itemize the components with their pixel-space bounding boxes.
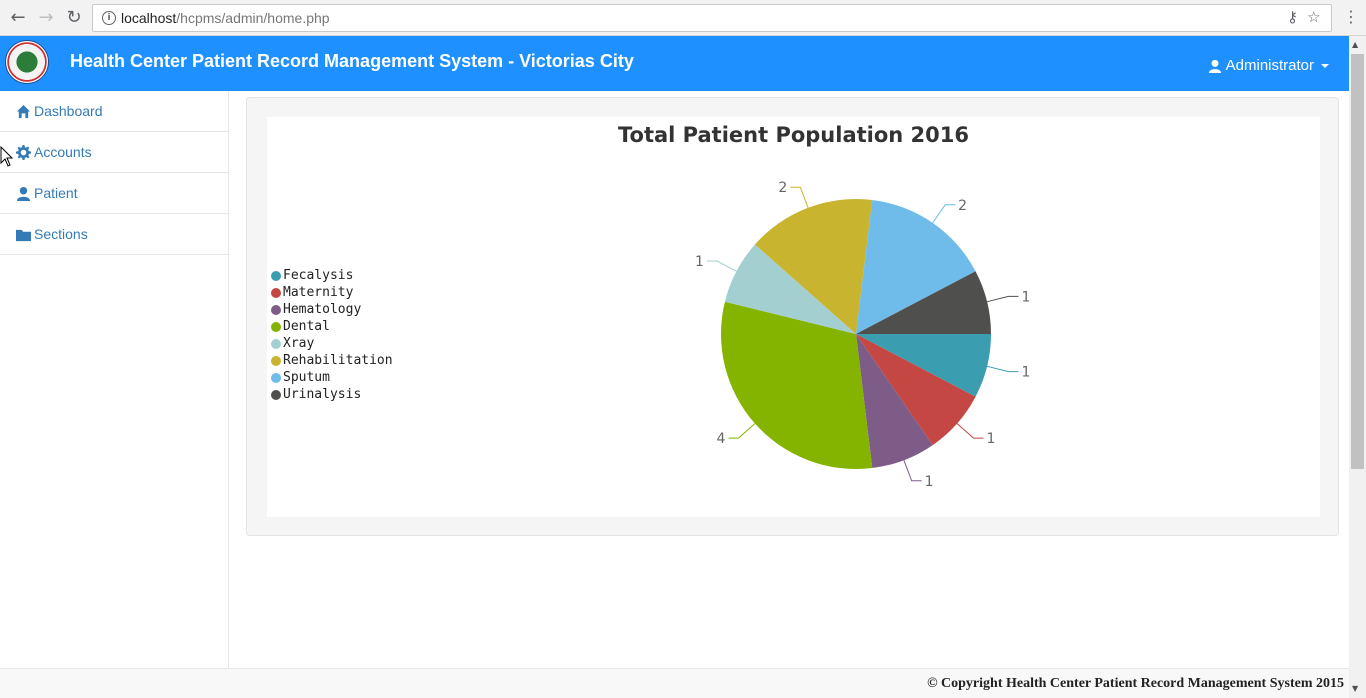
- user-menu-dropdown[interactable]: Administrator: [1208, 57, 1329, 74]
- user-icon: [16, 186, 31, 201]
- sidebar-item-label: Patient: [34, 185, 78, 201]
- caret-down-icon: [1321, 63, 1329, 68]
- legend-swatch: [271, 270, 281, 281]
- legend-swatch: [271, 304, 281, 315]
- pie-slice[interactable]: [856, 334, 933, 469]
- data-label-connector: [932, 204, 956, 224]
- legend-swatch: [271, 338, 281, 349]
- data-label: 2: [958, 198, 967, 214]
- pie-slice[interactable]: [721, 301, 873, 469]
- pie-slice[interactable]: [724, 244, 856, 334]
- legend-label: Urinalysis: [283, 387, 362, 402]
- legend-item[interactable]: Xray: [271, 335, 393, 352]
- pie-slice[interactable]: [856, 334, 976, 446]
- legend-label: Maternity: [283, 285, 354, 300]
- legend-item[interactable]: Urinalysis: [271, 386, 393, 403]
- legend-label: Xray: [283, 336, 315, 351]
- scroll-up-icon[interactable]: ▲: [1352, 40, 1359, 49]
- legend-label: Fecalysis: [283, 268, 354, 283]
- data-label: 1: [1021, 365, 1030, 381]
- pie-slice[interactable]: [754, 199, 873, 334]
- footer: © Copyright Health Center Patient Record…: [0, 668, 1349, 698]
- legend-label: Hematology: [283, 302, 362, 317]
- chart-title: Total Patient Population 2016: [617, 123, 969, 147]
- pie-slice[interactable]: [856, 271, 991, 334]
- folder-icon: [16, 229, 31, 241]
- legend-label: Rehabilitation: [283, 353, 393, 368]
- pie-slice[interactable]: [856, 199, 976, 334]
- legend-item[interactable]: Sputum: [271, 369, 393, 386]
- back-icon[interactable]: ←: [10, 7, 26, 28]
- sidebar-item-dashboard[interactable]: Dashboard: [0, 91, 228, 132]
- star-icon[interactable]: ☆: [1307, 8, 1321, 26]
- forward-icon[interactable]: →: [38, 7, 54, 28]
- app-header: Health Center Patient Record Management …: [0, 36, 1349, 91]
- data-label-connector: [790, 186, 809, 208]
- legend-swatch: [271, 372, 281, 383]
- legend-swatch: [271, 287, 281, 298]
- sidebar-item-accounts[interactable]: Accounts: [0, 132, 228, 173]
- dashboard-panel: Total Patient Population 2016 Fecalysis M…: [246, 97, 1339, 536]
- scroll-down-icon[interactable]: ▼: [1352, 684, 1359, 693]
- gear-icon: [16, 144, 31, 160]
- data-label-connector: [986, 295, 1019, 303]
- footer-copyright: © Copyright Health Center Patient Record…: [927, 676, 1344, 691]
- data-label: 4: [717, 431, 726, 447]
- menu-icon[interactable]: ⋮: [1343, 7, 1359, 26]
- scrollbar-thumb[interactable]: [1351, 54, 1364, 469]
- data-label: 1: [925, 474, 934, 490]
- data-label-connector: [986, 365, 1019, 373]
- info-icon[interactable]: i: [102, 11, 116, 25]
- sidebar-item-label: Dashboard: [34, 103, 103, 119]
- pie-plot: 1 1 1 4 1 2 2 1: [695, 180, 1030, 490]
- pie-chart: Total Patient Population 2016 Fecalysis M…: [267, 117, 1320, 517]
- chart-legend: Fecalysis Maternity Hematology Dental Xray Re…: [271, 267, 393, 403]
- legend-swatch: [271, 389, 281, 400]
- legend-item[interactable]: Fecalysis: [271, 267, 393, 284]
- reload-icon[interactable]: ↻: [66, 7, 82, 28]
- url-text[interactable]: localhost/hcpms/admin/home.php: [121, 10, 330, 26]
- browser-toolbar: ← → ↻ i localhost/hcpms/admin/home.php ⚷…: [0, 0, 1366, 36]
- home-icon: [16, 104, 31, 118]
- sidebar-item-label: Sections: [34, 226, 88, 242]
- data-label-connector: [728, 423, 756, 439]
- data-label: 1: [1021, 289, 1030, 305]
- user-menu-label: Administrator: [1225, 57, 1314, 74]
- sidebar-item-label: Accounts: [34, 144, 92, 160]
- legend-item[interactable]: Maternity: [271, 284, 393, 301]
- key-icon[interactable]: ⚷: [1287, 8, 1298, 26]
- user-icon: [1208, 59, 1221, 73]
- data-label: 2: [778, 180, 787, 196]
- legend-label: Sputum: [283, 370, 330, 385]
- legend-item[interactable]: Dental: [271, 318, 393, 335]
- sidebar-item-patient[interactable]: Patient: [0, 173, 228, 214]
- data-label: 1: [987, 431, 996, 447]
- data-label-connector: [706, 260, 737, 272]
- sidebar: Dashboard Accounts Patient Sections: [0, 91, 229, 668]
- legend-swatch: [271, 355, 281, 366]
- data-label: 1: [695, 254, 704, 270]
- city-seal-logo: [5, 40, 49, 84]
- legend-item[interactable]: Rehabilitation: [271, 352, 393, 369]
- app-title: Health Center Patient Record Management …: [70, 51, 634, 71]
- data-label-connector: [956, 423, 984, 439]
- legend-label: Dental: [283, 319, 330, 334]
- data-label-connector: [903, 460, 922, 482]
- pie-slice[interactable]: [856, 334, 991, 397]
- address-bar[interactable]: i localhost/hcpms/admin/home.php ⚷ ☆: [92, 4, 1332, 32]
- legend-swatch: [271, 321, 281, 332]
- mouse-cursor-icon: [0, 146, 14, 167]
- legend-item[interactable]: Hematology: [271, 301, 393, 318]
- sidebar-item-sections[interactable]: Sections: [0, 214, 228, 255]
